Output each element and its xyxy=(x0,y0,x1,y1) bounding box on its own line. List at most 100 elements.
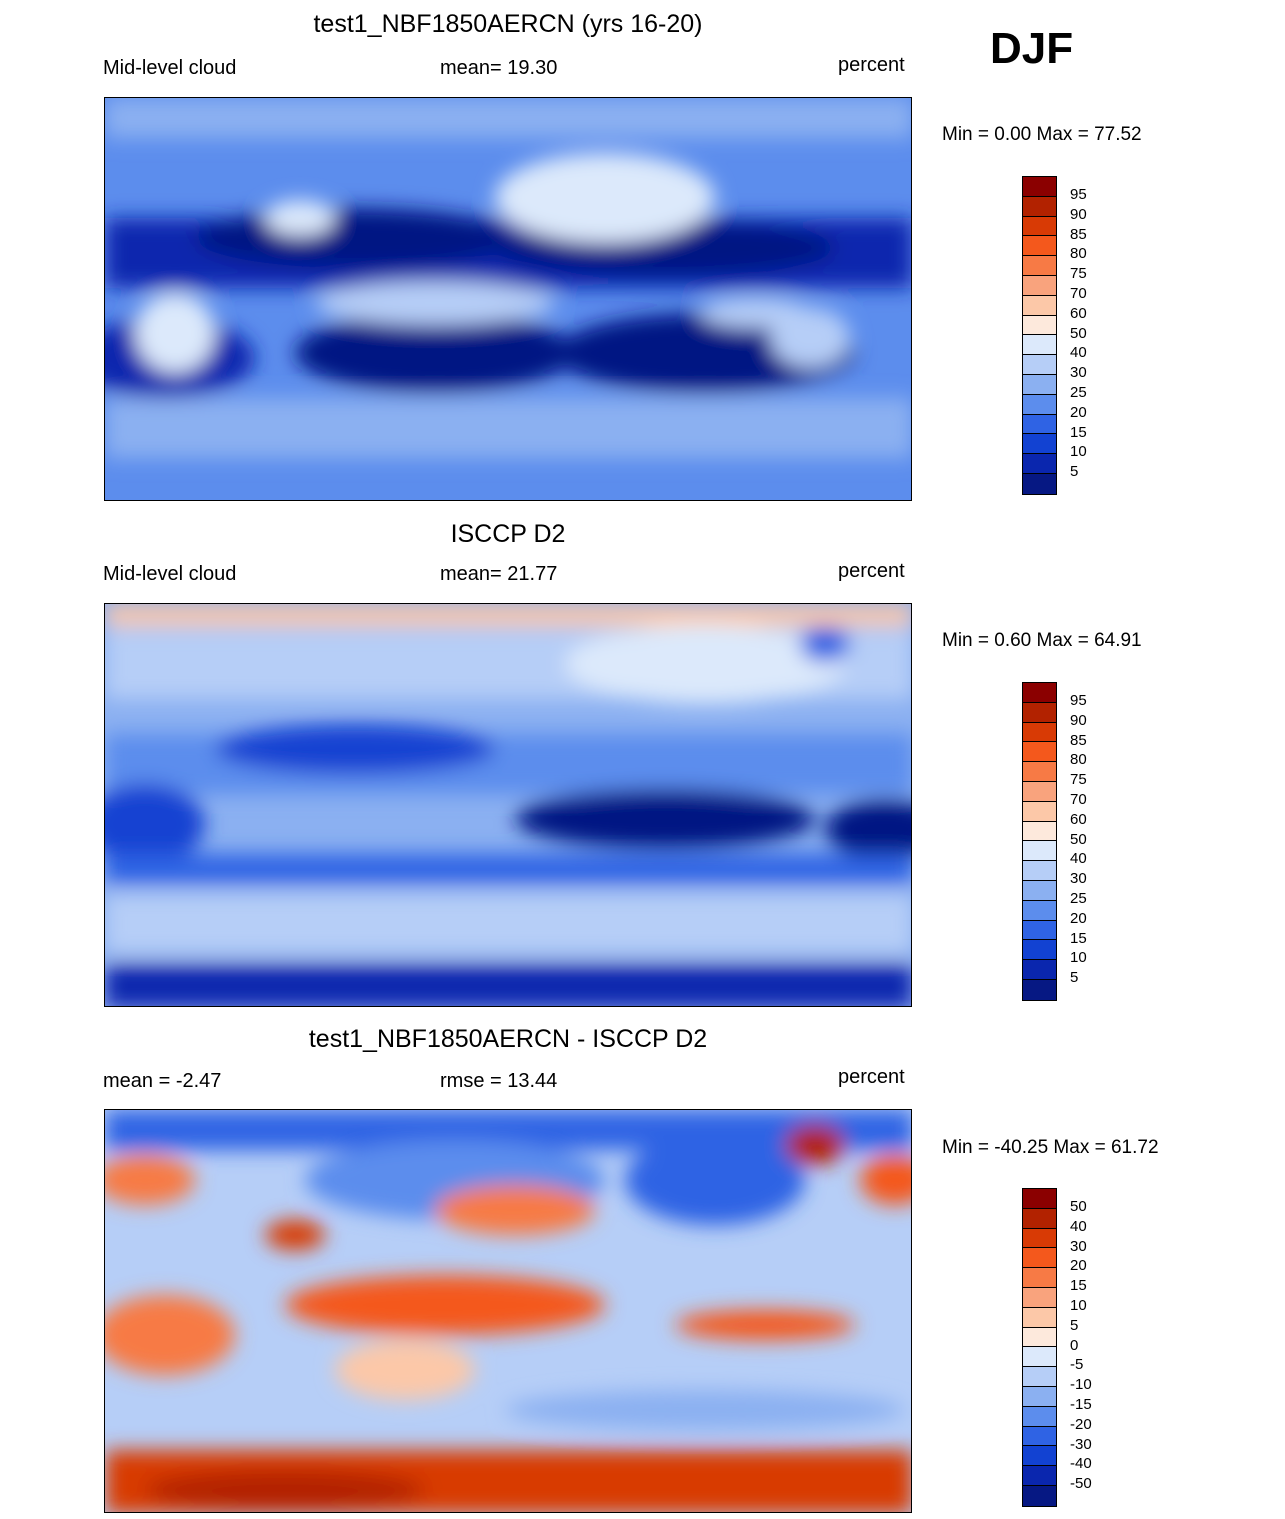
panel1-minmax: Min = 0.00 Max = 77.52 xyxy=(942,124,1142,145)
colorbar-tick-label: 85 xyxy=(1070,225,1087,243)
colorbar-segment xyxy=(1023,1327,1056,1348)
colorbar-segment xyxy=(1023,1248,1056,1269)
panel3-units-label: percent xyxy=(838,1066,905,1088)
colorbar-tick-label: 10 xyxy=(1070,1297,1087,1314)
colorbar-tick-label: 25 xyxy=(1070,890,1087,907)
panel3-minmax: Min = -40.25 Max = 61.72 xyxy=(942,1137,1159,1158)
colorbar-tick-label: -50 xyxy=(1070,1475,1092,1493)
colorbar-tick-label: -15 xyxy=(1070,1396,1092,1413)
colorbar-tick-label: 70 xyxy=(1070,285,1087,302)
colorbar-segment xyxy=(1023,1268,1056,1288)
colorbar-segment xyxy=(1023,940,1056,961)
colorbar-segment xyxy=(1023,880,1056,901)
panel2-title: ISCCP D2 xyxy=(450,520,566,548)
panel3-rmse-label: rmse = 13.44 xyxy=(440,1070,558,1092)
panel1-left-label: Mid-level cloud xyxy=(103,57,237,79)
colorbar-tick-label: 95 xyxy=(1070,186,1087,203)
colorbar-segment xyxy=(1023,1208,1056,1229)
colorbar-segment xyxy=(1023,861,1056,881)
colorbar-segment xyxy=(1023,742,1056,763)
colorbar-segment xyxy=(1023,821,1056,842)
colorbar-segment xyxy=(1023,1228,1056,1249)
colorbar-segment xyxy=(1023,1446,1056,1467)
colorbar-tick-label: 50 xyxy=(1070,830,1087,848)
panel3-map xyxy=(104,1109,912,1513)
panel2-map xyxy=(104,603,912,1007)
colorbar-segment xyxy=(1023,275,1056,296)
panel1-colorbar xyxy=(1022,176,1057,495)
colorbar-segment xyxy=(1023,394,1056,415)
colorbar-tick-label: 0 xyxy=(1070,1336,1079,1354)
colorbar-tick-label: -5 xyxy=(1070,1356,1084,1374)
colorbar-segment xyxy=(1023,1367,1056,1387)
colorbar-segment xyxy=(1023,1406,1056,1427)
colorbar-segment xyxy=(1023,1307,1056,1328)
colorbar-segment xyxy=(1023,1386,1056,1407)
colorbar-tick-label: 15 xyxy=(1070,929,1087,947)
colorbar-segment xyxy=(1023,920,1056,941)
panel3-colorbar xyxy=(1022,1188,1057,1507)
colorbar-tick-label: 60 xyxy=(1070,304,1087,322)
colorbar-segment xyxy=(1023,683,1056,703)
colorbar-tick-label: 40 xyxy=(1070,1217,1087,1235)
colorbar-segment xyxy=(1023,355,1056,375)
colorbar-segment xyxy=(1023,702,1056,723)
colorbar-tick-label: 80 xyxy=(1070,751,1087,769)
colorbar-tick-label: 15 xyxy=(1070,1277,1087,1295)
panel3-title: test1_NBF1850AERCN - ISCCP D2 xyxy=(308,1025,708,1053)
panel2-left-label: Mid-level cloud xyxy=(103,563,237,585)
colorbar-tick-label: 30 xyxy=(1070,1237,1087,1255)
panel2-units-label: percent xyxy=(838,560,905,582)
colorbar-segment xyxy=(1023,900,1056,921)
colorbar-tick-label: -20 xyxy=(1070,1415,1092,1433)
colorbar-segment xyxy=(1023,781,1056,802)
colorbar-segment xyxy=(1023,1485,1056,1506)
colorbar-tick-label: 40 xyxy=(1070,850,1087,868)
colorbar-tick-label: 20 xyxy=(1070,403,1087,421)
season-label: DJF xyxy=(990,24,1074,73)
colorbar-tick-label: 20 xyxy=(1070,1257,1087,1275)
colorbar-segment xyxy=(1023,177,1056,197)
panel1-map xyxy=(104,97,912,501)
colorbar-segment xyxy=(1023,1189,1056,1209)
colorbar-segment xyxy=(1023,1426,1056,1447)
colorbar-tick-label: 5 xyxy=(1070,969,1079,987)
colorbar-tick-label: 75 xyxy=(1070,771,1087,789)
colorbar-tick-label: 25 xyxy=(1070,384,1087,401)
colorbar-segment xyxy=(1023,315,1056,336)
colorbar-tick-label: 95 xyxy=(1070,692,1087,709)
colorbar-tick-label: 90 xyxy=(1070,711,1087,729)
colorbar-segment xyxy=(1023,335,1056,356)
colorbar-tick-label: -40 xyxy=(1070,1455,1092,1473)
colorbar-tick-label: 5 xyxy=(1070,463,1079,481)
colorbar-tick-label: 90 xyxy=(1070,205,1087,223)
colorbar-segment xyxy=(1023,762,1056,782)
colorbar-tick-label: 60 xyxy=(1070,810,1087,828)
colorbar-segment xyxy=(1023,473,1056,494)
panel2-colorbar xyxy=(1022,682,1057,1001)
panel3-mean-label: mean = -2.47 xyxy=(103,1070,222,1092)
colorbar-tick-label: -10 xyxy=(1070,1376,1092,1394)
colorbar-tick-label: -30 xyxy=(1070,1435,1092,1453)
colorbar-tick-label: 30 xyxy=(1070,870,1087,888)
colorbar-segment xyxy=(1023,374,1056,395)
colorbar-segment xyxy=(1023,256,1056,276)
colorbar-segment xyxy=(1023,1347,1056,1368)
colorbar-tick-label: 5 xyxy=(1070,1316,1079,1334)
colorbar-segment xyxy=(1023,216,1056,237)
panel1-units-label: percent xyxy=(838,54,905,76)
panel1-mean-label: mean= 19.30 xyxy=(440,57,558,79)
colorbar-segment xyxy=(1023,434,1056,455)
colorbar-tick-label: 85 xyxy=(1070,731,1087,749)
colorbar-segment xyxy=(1023,295,1056,316)
colorbar-segment xyxy=(1023,960,1056,980)
panel1-title: test1_NBF1850AERCN (yrs 16-20) xyxy=(313,10,703,38)
colorbar-tick-label: 70 xyxy=(1070,791,1087,808)
colorbar-segment xyxy=(1023,414,1056,435)
colorbar-tick-label: 10 xyxy=(1070,443,1087,461)
colorbar-segment xyxy=(1023,196,1056,217)
colorbar-tick-label: 50 xyxy=(1070,324,1087,342)
panel2-minmax: Min = 0.60 Max = 64.91 xyxy=(942,630,1142,651)
colorbar-tick-label: 80 xyxy=(1070,245,1087,263)
colorbar-segment xyxy=(1023,722,1056,743)
